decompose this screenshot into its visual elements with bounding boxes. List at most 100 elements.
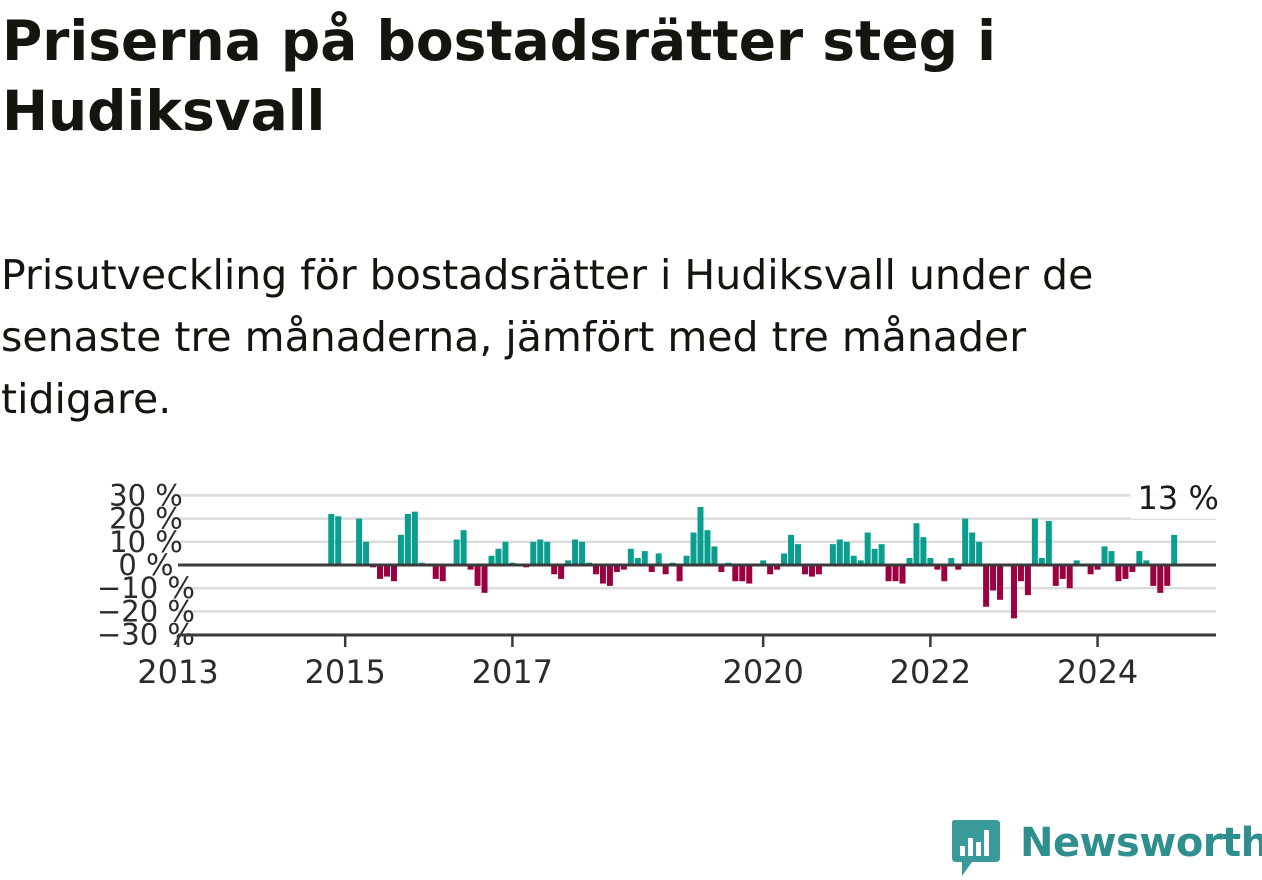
bar bbox=[481, 565, 488, 593]
bar bbox=[592, 565, 599, 575]
bar bbox=[460, 530, 467, 565]
x-tick-label: 2020 bbox=[722, 653, 803, 691]
bar bbox=[934, 565, 941, 570]
bar bbox=[1094, 565, 1101, 570]
bar bbox=[697, 507, 704, 565]
bar bbox=[613, 565, 620, 572]
bar bbox=[544, 541, 551, 565]
bar bbox=[530, 541, 537, 565]
bar bbox=[627, 548, 634, 565]
bar bbox=[801, 565, 808, 575]
bar bbox=[760, 560, 767, 565]
bar bbox=[774, 565, 781, 570]
newsworthy-logo-text: Newsworthy bbox=[1020, 820, 1262, 866]
bar bbox=[453, 539, 460, 565]
bar bbox=[1045, 520, 1052, 565]
bar bbox=[955, 565, 962, 570]
newsworthy-logo-icon bbox=[952, 820, 1000, 876]
y-tick-label: 10 % bbox=[109, 525, 183, 559]
bar bbox=[1024, 565, 1031, 596]
bar bbox=[495, 548, 502, 565]
x-tick-label: 2017 bbox=[472, 653, 553, 691]
bar bbox=[662, 565, 669, 575]
bar bbox=[502, 541, 509, 565]
bar bbox=[850, 555, 857, 565]
value-label-bg bbox=[1130, 478, 1231, 519]
bar bbox=[1087, 565, 1094, 575]
bar bbox=[795, 544, 802, 565]
bar bbox=[1129, 565, 1136, 572]
bar bbox=[892, 565, 899, 582]
bar bbox=[983, 565, 990, 607]
bar bbox=[1059, 565, 1066, 579]
x-tick-label: 2024 bbox=[1057, 653, 1138, 691]
y-tick-label: −10 % bbox=[97, 571, 195, 605]
bar bbox=[857, 560, 864, 565]
bar bbox=[843, 541, 850, 565]
bar bbox=[1101, 546, 1108, 565]
bar bbox=[537, 539, 544, 565]
bar bbox=[808, 565, 815, 577]
x-tick-label: 2015 bbox=[304, 653, 385, 691]
value-labels: 13 % bbox=[1130, 478, 1231, 519]
bar bbox=[781, 553, 788, 565]
bar bbox=[920, 537, 927, 565]
last-value-label: 13 % bbox=[1138, 479, 1219, 517]
bar bbox=[1073, 560, 1080, 565]
bar bbox=[690, 532, 697, 565]
bar bbox=[676, 565, 683, 582]
bar bbox=[878, 544, 885, 565]
bar bbox=[335, 516, 342, 565]
bar bbox=[1157, 565, 1164, 593]
bar bbox=[467, 565, 474, 570]
bar bbox=[739, 565, 746, 582]
bar bbox=[829, 544, 836, 565]
bar-chart: 30 %20 %10 %0 %−10 %−20 %−30 % 2013 2015 2… bbox=[97, 478, 1231, 691]
bar bbox=[718, 565, 725, 572]
bar bbox=[885, 565, 892, 582]
chart-title: Priserna på bostadsrätter steg i Hudiksv… bbox=[2, 9, 997, 143]
bar bbox=[948, 558, 955, 565]
bar bbox=[1136, 551, 1143, 565]
bar bbox=[1171, 534, 1178, 565]
bar bbox=[439, 565, 446, 582]
bar bbox=[836, 539, 843, 565]
bar bbox=[1066, 565, 1073, 589]
bar bbox=[864, 532, 871, 565]
bar bbox=[969, 532, 976, 565]
bar bbox=[732, 565, 739, 582]
x-axis: 2013 2015 2017 2020 2022 2024 bbox=[137, 633, 1216, 691]
bar bbox=[1150, 565, 1157, 586]
bar bbox=[404, 513, 411, 565]
bar bbox=[565, 560, 572, 565]
bar bbox=[913, 523, 920, 565]
bar bbox=[1143, 560, 1150, 565]
bar bbox=[906, 558, 913, 565]
bar bbox=[356, 518, 363, 565]
bar bbox=[997, 565, 1004, 600]
bar bbox=[411, 511, 418, 565]
bar bbox=[815, 565, 822, 575]
bar bbox=[704, 530, 711, 565]
newsworthy-logo: Newsworthy bbox=[950, 818, 1262, 880]
bar bbox=[579, 541, 586, 565]
bar bbox=[1115, 565, 1122, 582]
bar bbox=[1164, 565, 1171, 586]
bar bbox=[899, 565, 906, 584]
bar bbox=[606, 565, 613, 586]
bar bbox=[767, 565, 774, 575]
bar bbox=[558, 565, 565, 579]
bar bbox=[328, 513, 335, 565]
bar bbox=[377, 565, 384, 579]
bar bbox=[788, 534, 795, 565]
bar bbox=[1017, 565, 1024, 582]
bar bbox=[871, 548, 878, 565]
bar bbox=[488, 555, 495, 565]
bar bbox=[390, 565, 397, 582]
bar bbox=[976, 541, 983, 565]
bars bbox=[328, 507, 1178, 619]
bar bbox=[363, 541, 370, 565]
y-tick-labels: 30 %20 %10 %0 %−10 %−20 %−30 % bbox=[97, 478, 195, 651]
bar bbox=[397, 534, 404, 565]
bar bbox=[474, 565, 481, 586]
